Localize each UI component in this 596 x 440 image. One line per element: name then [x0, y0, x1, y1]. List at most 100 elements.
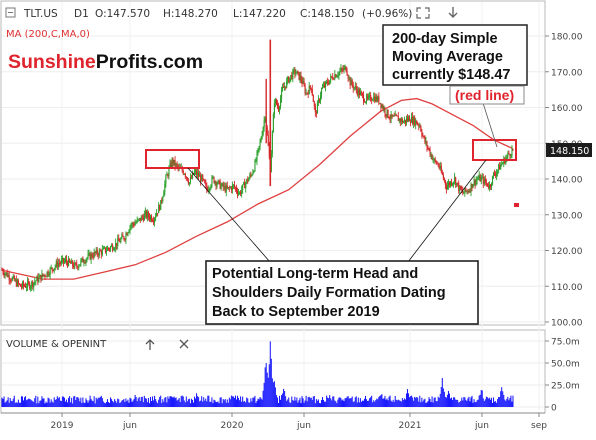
candle-body — [411, 116, 413, 123]
candle-body — [351, 80, 353, 86]
candle-body — [322, 87, 324, 89]
candle-body — [477, 178, 479, 180]
candle-body — [386, 109, 388, 116]
candle-body — [99, 250, 101, 252]
candle-body — [145, 211, 147, 218]
candle-body — [357, 89, 359, 95]
candle-body — [96, 249, 98, 255]
candle-body — [109, 248, 111, 250]
candle-body — [481, 176, 483, 178]
candle-body — [165, 175, 167, 184]
candle-body — [147, 212, 150, 217]
candle-body — [9, 279, 11, 281]
volume-bars — [1, 341, 514, 407]
price-tick-label: 140.00 — [551, 176, 583, 186]
candle-body — [436, 163, 438, 165]
candle-body — [60, 259, 62, 264]
candle-body — [83, 262, 85, 264]
candle-body — [152, 220, 154, 222]
brand-logo-second: Profits.com — [96, 51, 203, 73]
candle-body — [32, 281, 34, 287]
candle-body — [115, 242, 117, 249]
candle-body — [326, 81, 328, 83]
candle-body — [262, 127, 264, 135]
candle-body — [288, 77, 290, 83]
candle-body — [252, 171, 254, 175]
candle-body — [110, 246, 112, 250]
candle-body — [14, 279, 16, 281]
candle-body — [271, 132, 273, 154]
price-tick-label: 110.00 — [551, 283, 583, 293]
arrow-down-icon[interactable] — [448, 7, 458, 18]
candle-body — [121, 235, 123, 239]
candle-body — [8, 275, 10, 280]
candle-body — [101, 249, 103, 255]
candle-body — [68, 258, 70, 266]
candle-body — [311, 89, 313, 96]
candle-body — [422, 135, 424, 137]
candle-body — [79, 264, 81, 266]
candle-body — [450, 181, 452, 186]
candle-body — [330, 76, 332, 81]
candle-body — [458, 183, 460, 191]
candle-body — [335, 74, 337, 78]
ma-indicator-label: MA (200,C,MA,0) — [6, 29, 90, 40]
candle-body — [143, 214, 145, 221]
candle-body — [359, 92, 361, 96]
candle-body — [350, 80, 352, 86]
candle-body — [258, 146, 260, 149]
candle-body — [345, 66, 347, 72]
candle-body — [93, 251, 95, 258]
candle-body — [169, 163, 171, 169]
candle-body — [120, 238, 122, 243]
candle-body — [460, 185, 462, 190]
candle-body — [141, 216, 143, 218]
candle-body — [242, 184, 244, 190]
volume-tick-label: 25.0m — [551, 382, 580, 392]
candle-body — [234, 187, 237, 189]
candle-body — [157, 213, 159, 214]
candle-body — [187, 180, 189, 184]
candle-body — [2, 270, 4, 274]
candle-body — [216, 183, 218, 186]
candle-body — [294, 69, 296, 74]
candle-body — [394, 114, 396, 117]
candle-body — [433, 158, 435, 160]
candle-body — [17, 280, 19, 284]
candle-body — [380, 103, 382, 108]
candle-body — [82, 258, 84, 263]
candle-body — [310, 87, 312, 90]
candle-body — [334, 74, 336, 80]
candle-body — [219, 180, 221, 189]
candle-body — [474, 179, 476, 185]
candle-body — [512, 149, 514, 150]
candle-body — [399, 118, 401, 122]
candle-body — [478, 175, 480, 179]
candle-body — [451, 181, 453, 185]
candle-body — [405, 118, 408, 123]
candle-body — [182, 170, 184, 175]
candle-body — [431, 154, 433, 160]
candle-body — [225, 185, 227, 192]
time-tick-label: 2021 — [399, 421, 422, 431]
candle-body — [499, 164, 501, 170]
candle-body — [408, 117, 410, 121]
candle-body — [302, 81, 304, 84]
candle-body — [272, 114, 274, 133]
candle-body — [57, 263, 59, 267]
candle-body — [128, 230, 130, 233]
minus-box-icon[interactable] — [5, 7, 16, 18]
candle-body — [465, 188, 467, 192]
candle-body — [55, 261, 57, 267]
candle-body — [13, 276, 15, 281]
candle-body — [454, 177, 456, 183]
expand-icon[interactable] — [416, 7, 430, 19]
candle-body — [35, 280, 37, 282]
candle-body — [228, 187, 230, 188]
candle-body — [196, 170, 198, 176]
candle-body — [241, 189, 243, 195]
timeframe-label: D1 — [74, 8, 89, 20]
arrow-up-icon[interactable] — [145, 339, 155, 350]
close-icon[interactable] — [179, 339, 189, 349]
ticker-label: TLT.US — [23, 8, 58, 20]
